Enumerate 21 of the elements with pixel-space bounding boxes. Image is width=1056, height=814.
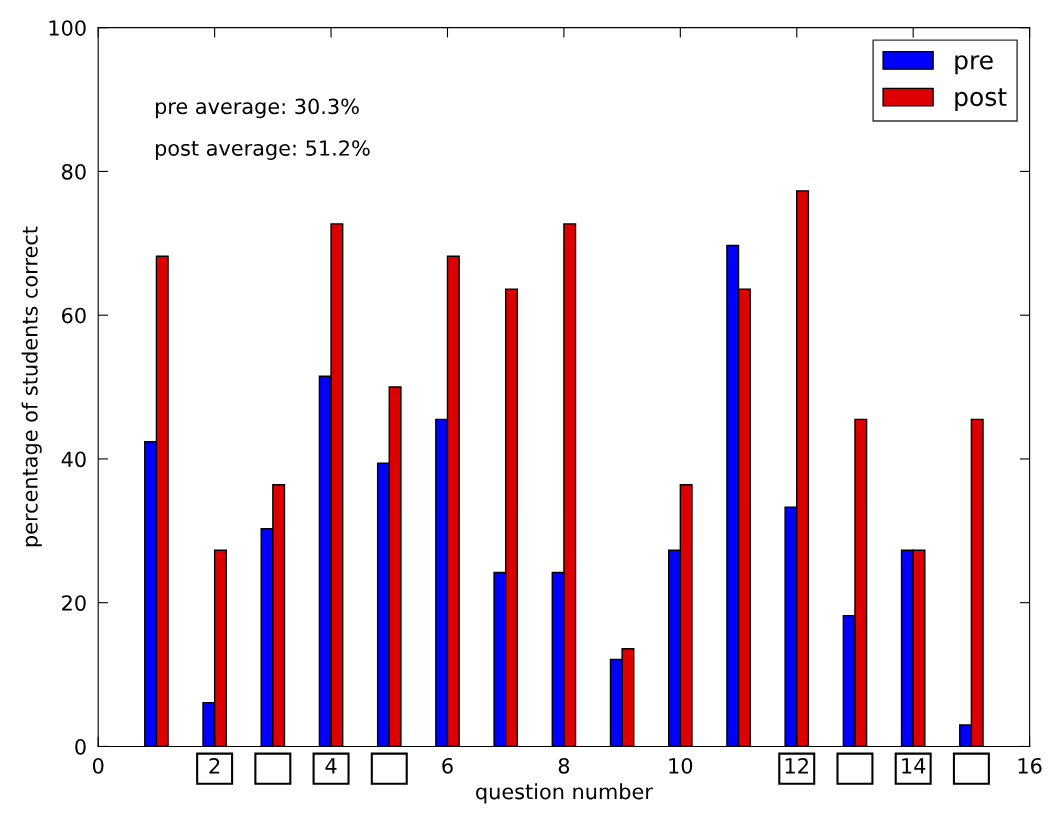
x-tick-label: 14 (902, 758, 926, 774)
x-tick-label: 16 (1018, 757, 1042, 774)
x-tick-label: 4 (325, 758, 337, 774)
y-tick-label: 60 (62, 307, 86, 324)
annotation: post average: 51.2% (155, 140, 370, 160)
legend-label: pre (955, 55, 993, 75)
x-tick-label: 10 (669, 757, 693, 774)
x-tick-label: 8 (558, 757, 570, 774)
annotation: pre average: 30.3% (155, 98, 359, 119)
x-axis-title: question number (476, 783, 653, 804)
y-tick-label: 80 (62, 163, 86, 180)
y-tick-label: 40 (61, 451, 86, 468)
y-tick-label: 0 (75, 738, 86, 755)
x-tick-label: 0 (92, 757, 104, 774)
legend-label: post (955, 88, 1007, 112)
y-tick-label: 100 (49, 20, 86, 36)
y-tick-label: 20 (62, 595, 86, 611)
x-tick-label: 6 (442, 757, 453, 774)
y-axis-title: percentage of students correct (21, 226, 42, 547)
x-tick-label: 2 (209, 757, 220, 774)
x-tick-label: 12 (785, 757, 808, 774)
